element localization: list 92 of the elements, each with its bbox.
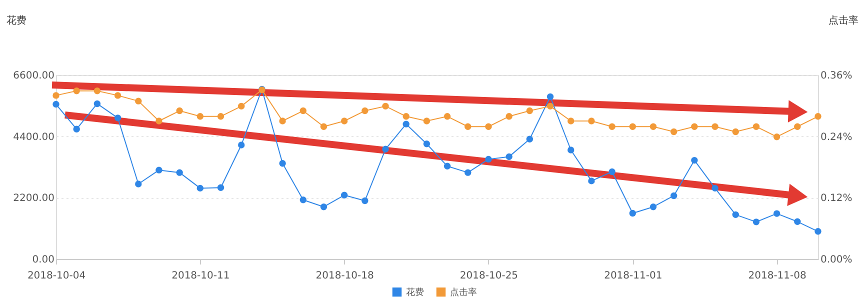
point <box>94 100 101 108</box>
point <box>546 102 554 110</box>
y-tick-label: 6600.00 <box>13 70 54 82</box>
x-tick-label: 2018-11-01 <box>604 270 662 282</box>
point <box>629 210 636 217</box>
point <box>814 113 822 120</box>
point <box>526 107 534 114</box>
point <box>135 98 142 104</box>
point <box>773 133 780 140</box>
x-tick-label: 2018-10-25 <box>460 270 518 282</box>
point <box>464 169 472 176</box>
point <box>382 102 389 110</box>
point <box>691 123 698 130</box>
point <box>362 107 368 114</box>
point <box>176 169 183 176</box>
point <box>773 210 780 217</box>
point <box>712 184 718 192</box>
y2-tick-label: 0.12% <box>820 193 852 204</box>
y-tick-label: 0.00 <box>32 254 54 266</box>
point <box>485 156 492 163</box>
point <box>340 192 348 199</box>
point <box>650 204 657 210</box>
point <box>279 118 286 124</box>
x-tick-label: 2018-10-11 <box>172 270 230 282</box>
point <box>279 160 286 167</box>
point <box>135 180 142 188</box>
y-tick-label: 4400.00 <box>13 132 54 143</box>
point <box>752 123 760 130</box>
point <box>568 146 574 154</box>
point <box>794 123 801 130</box>
point <box>52 92 60 99</box>
point <box>217 184 224 191</box>
point <box>52 100 60 108</box>
point <box>814 228 822 235</box>
point <box>340 118 348 124</box>
y2-axis-title: 点击率 <box>828 14 858 26</box>
point <box>320 123 328 130</box>
y-axis-title: 花费 <box>6 14 26 26</box>
point <box>546 93 554 100</box>
point <box>588 178 595 184</box>
point <box>485 123 492 130</box>
point <box>300 107 306 114</box>
point <box>156 166 162 174</box>
point <box>670 192 678 200</box>
point <box>382 146 389 153</box>
point <box>114 92 122 99</box>
point <box>670 128 678 136</box>
point <box>464 123 472 130</box>
legend-label: 花费 <box>406 287 424 298</box>
point <box>506 153 512 160</box>
point <box>196 113 204 120</box>
point <box>320 204 328 210</box>
point <box>300 196 306 204</box>
point <box>629 123 636 130</box>
point <box>423 140 430 148</box>
legend-label: 点击率 <box>450 287 477 298</box>
point <box>506 113 512 120</box>
point <box>238 142 245 148</box>
point <box>156 118 162 124</box>
point <box>712 123 718 130</box>
point <box>94 87 101 94</box>
point <box>423 118 430 124</box>
point <box>402 113 410 120</box>
point <box>794 218 801 225</box>
point <box>444 113 451 120</box>
point <box>608 123 616 130</box>
y2-tick-label: 0.00% <box>820 254 852 266</box>
x-tick-label: 2018-10-04 <box>27 270 86 282</box>
x-tick-label: 2018-11-08 <box>748 270 806 282</box>
point <box>217 113 224 120</box>
point <box>196 184 204 192</box>
y2-tick-label: 0.36% <box>820 70 852 82</box>
point <box>238 102 245 110</box>
point <box>73 126 80 132</box>
point <box>691 156 698 164</box>
point <box>650 123 657 130</box>
point <box>608 168 616 176</box>
point <box>752 218 760 226</box>
point <box>588 118 595 124</box>
point <box>732 128 739 136</box>
y2-tick-label: 0.24% <box>820 132 852 143</box>
point <box>444 162 451 170</box>
point <box>568 118 574 124</box>
x-tick-label: 2018-10-18 <box>316 270 374 282</box>
point <box>176 107 183 114</box>
point <box>114 114 122 122</box>
y-tick-label: 2200.00 <box>13 193 54 204</box>
point <box>73 87 80 94</box>
point <box>526 136 534 142</box>
point <box>402 120 410 128</box>
point <box>362 197 368 204</box>
point <box>732 211 739 218</box>
